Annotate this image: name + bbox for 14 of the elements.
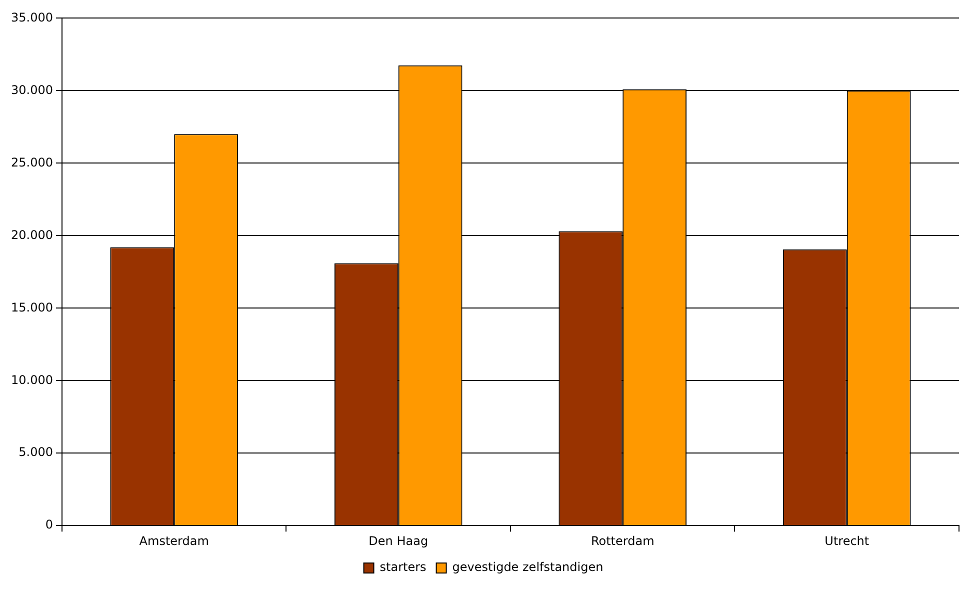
y-tick-label: 35.000 [10, 10, 53, 24]
y-tick-label: 25.000 [10, 155, 53, 170]
y-tick-label: 0 [45, 518, 53, 532]
legend-label: starters [380, 560, 426, 574]
y-tick-label: 30.000 [10, 82, 53, 97]
legend-label: gevestigde zelfstandigen [452, 560, 604, 574]
x-tick-label: Den Haag [368, 534, 428, 548]
x-tick-label: Rotterdam [590, 534, 654, 548]
x-tick-label: Utrecht [824, 534, 870, 548]
y-tick-label: 10.000 [10, 372, 53, 387]
y-tick-label: 15.000 [10, 300, 53, 314]
x-tick-label: Amsterdam [139, 534, 209, 548]
y-tick-label: 20.000 [10, 228, 53, 242]
y-tick-label: 5.000 [18, 445, 53, 460]
